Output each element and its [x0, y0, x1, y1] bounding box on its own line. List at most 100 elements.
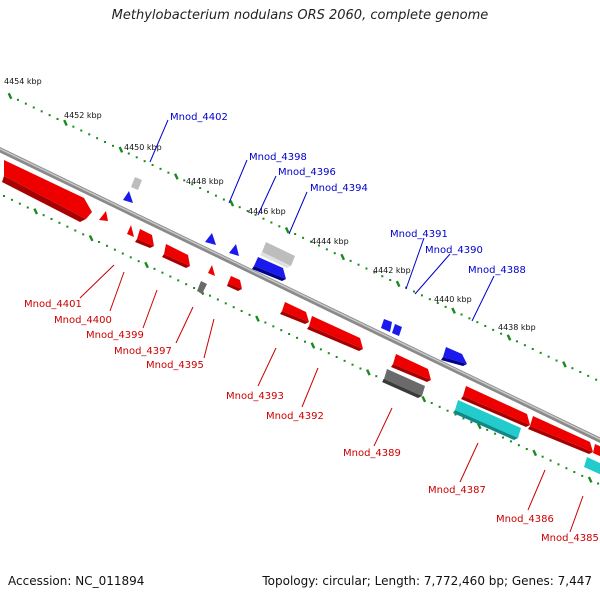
gene-label[interactable]: Mnod_4402: [170, 112, 228, 123]
gene-mnod-4393[interactable]: [282, 302, 309, 322]
scale-dot: [373, 271, 376, 274]
scale-dot: [303, 340, 306, 343]
gene-label[interactable]: Mnod_4385: [541, 533, 599, 544]
scale-dot: [48, 114, 51, 117]
gene-mnod-4396[interactable]: [229, 244, 239, 256]
gene-mnod-4388[interactable]: [443, 347, 467, 364]
scale-tick: [506, 334, 512, 341]
leader-line: [228, 159, 248, 204]
gene-mnod-4389[interactable]: [384, 369, 425, 396]
scale-dot: [169, 275, 172, 278]
gene-mnod-4387[interactable]: [455, 400, 521, 438]
scale-tick: [255, 315, 260, 322]
gene-mnod-4394[interactable]: [254, 257, 286, 279]
scale-dot: [216, 298, 219, 301]
scale-tick: [173, 173, 179, 180]
gene-mnod-4398[interactable]: [205, 233, 216, 245]
scale-dot: [436, 302, 439, 305]
scale-dot: [476, 321, 479, 324]
scale-dot: [525, 448, 528, 451]
scale-dot: [66, 225, 69, 228]
scale-tick: [7, 92, 13, 100]
scale-dot: [349, 259, 352, 262]
scale-dot: [208, 294, 211, 297]
gene-label[interactable]: Mnod_4396: [278, 167, 336, 178]
gene-mnod-4402-arrow[interactable]: [123, 191, 133, 203]
gene-label[interactable]: Mnod_4391: [390, 229, 448, 240]
scale-dot: [264, 321, 267, 324]
scale-dot: [492, 328, 495, 331]
gene-label[interactable]: Mnod_4386: [496, 514, 554, 525]
gene-label[interactable]: Mnod_4387: [428, 485, 486, 496]
scale-dot: [222, 198, 225, 201]
leader-line: [405, 237, 425, 290]
scale-dot: [309, 240, 312, 243]
gene-mnod-4402[interactable]: [131, 177, 142, 190]
scale-dot: [32, 106, 35, 109]
gene-label[interactable]: Mnod_4389: [343, 448, 401, 459]
gene-label[interactable]: Mnod_4398: [249, 152, 307, 163]
gene-mnod-4391[interactable]: [381, 319, 392, 332]
scale-dot: [248, 313, 251, 316]
gene-label[interactable]: Mnod_4399: [86, 330, 144, 341]
gene-mnod-4401[interactable]: [4, 160, 92, 219]
gene-mnod-4393-shade: [280, 311, 309, 324]
gene-mnod-4392[interactable]: [309, 316, 363, 349]
gene-mnod-4387-red[interactable]: [463, 386, 530, 425]
gene-mnod-4390[interactable]: [392, 324, 402, 336]
scale-dot: [278, 225, 281, 228]
scale-dot: [272, 325, 275, 328]
gene-mnod-4399-a[interactable]: [127, 225, 134, 237]
leader-line: [257, 175, 277, 216]
gene-mnod-4396-gray[interactable]: [262, 242, 295, 266]
gene-mnod-4385[interactable]: [584, 457, 600, 476]
gene-mnod-4389-red-shade: [391, 364, 431, 382]
scale-dot: [135, 156, 138, 159]
gene-label[interactable]: Mnod_4400: [54, 315, 112, 326]
gene-mnod-4400[interactable]: [99, 211, 108, 221]
gene-label[interactable]: Mnod_4395: [146, 360, 204, 371]
scale-dot: [137, 260, 140, 263]
scale-dot: [153, 267, 156, 270]
scale-dot: [547, 355, 550, 358]
scale-dot: [541, 455, 544, 458]
scale-dot: [470, 421, 473, 424]
scale-dot: [438, 405, 441, 408]
genome-backbone-highlight: [0, 148, 600, 440]
scale-dot: [531, 348, 534, 351]
scale-dot: [191, 183, 194, 186]
scale-dot: [58, 221, 61, 224]
gene-mnod-4385-red[interactable]: [593, 444, 600, 458]
scale-label: 4438 kbp: [498, 323, 536, 332]
scale-tick: [118, 146, 124, 153]
forward-labels: Mnod_4402 Mnod_4398 Mnod_4396 Mnod_4394 …: [170, 112, 526, 276]
scale-dot: [587, 374, 590, 377]
gene-mnod-4395[interactable]: [228, 276, 242, 289]
scale-dot: [18, 202, 21, 205]
scale-dot: [319, 348, 322, 351]
gene-label[interactable]: Mnod_4397: [114, 346, 172, 357]
gene-label[interactable]: Mnod_4394: [310, 183, 368, 194]
gene-mnod-4395-a[interactable]: [208, 265, 215, 276]
gene-mnod-4399[interactable]: [137, 229, 154, 246]
gene-mnod-4397-block[interactable]: [164, 244, 190, 266]
scale-labels: 4454 kbp 4452 kbp 4450 kbp 4448 kbp 4446…: [4, 77, 536, 332]
gene-label[interactable]: Mnod_4393: [226, 391, 284, 402]
scale-tick: [88, 234, 94, 242]
scale-dot: [224, 302, 227, 305]
gene-mnod-4397[interactable]: [197, 281, 207, 294]
gene-label[interactable]: Mnod_4392: [266, 411, 324, 422]
gene-label[interactable]: Mnod_4401: [24, 299, 82, 310]
leader-line: [301, 367, 319, 408]
gene-label[interactable]: Mnod_4390: [425, 245, 483, 256]
scale-dot: [325, 248, 328, 251]
gene-label[interactable]: Mnod_4388: [468, 265, 526, 276]
scale-dot: [24, 102, 27, 105]
leader-line: [109, 271, 125, 312]
gene-mnod-4386[interactable]: [530, 416, 593, 452]
gene-mnod-4392-shade: [307, 326, 363, 351]
gene-mnod-4388-shade: [441, 357, 467, 366]
scale-dot: [262, 217, 265, 220]
gene-mnod-4389-red[interactable]: [393, 354, 431, 380]
scale-dot: [500, 332, 503, 335]
